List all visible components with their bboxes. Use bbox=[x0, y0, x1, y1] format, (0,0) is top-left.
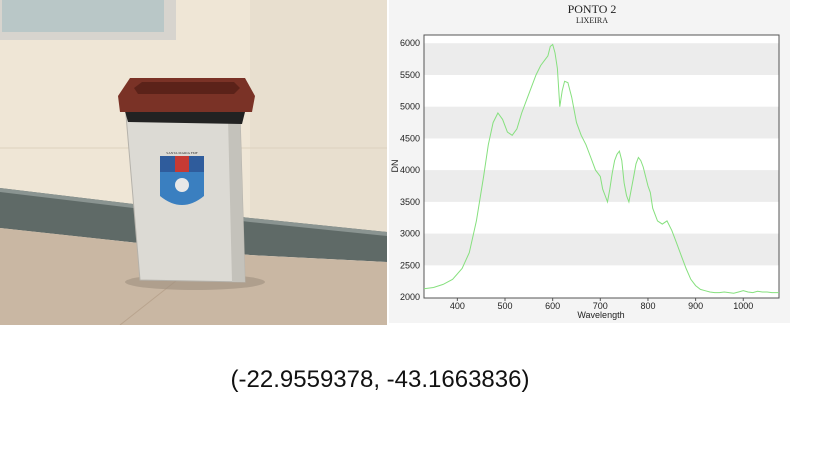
spectrum-chart: PONTO 2 LIXEIRA 2000 2500 3000 3500 4000 4500… bbox=[389, 0, 790, 323]
x-tick-label: 800 bbox=[640, 301, 655, 311]
x-axis-ticks: 400 500 600 700 800 900 1000 bbox=[450, 298, 753, 311]
plot-frame bbox=[423, 34, 780, 299]
trash-bin-photo: SANTA MARIA FMF bbox=[0, 0, 387, 325]
x-tick-label: 900 bbox=[688, 301, 703, 311]
spectrum-line bbox=[423, 43, 779, 294]
wall-right bbox=[250, 0, 387, 240]
grid-band bbox=[424, 233, 779, 266]
bin-lid-opening bbox=[134, 82, 240, 94]
bin-body-shade bbox=[228, 115, 245, 282]
y-tick-label: 4500 bbox=[400, 133, 420, 143]
grid-band bbox=[424, 43, 779, 75]
grid-band bbox=[424, 170, 779, 202]
y-axis-label: DN bbox=[390, 160, 400, 173]
x-tick-label: 600 bbox=[545, 301, 560, 311]
y-tick-label: 4000 bbox=[400, 165, 420, 175]
x-tick-label: 500 bbox=[497, 301, 512, 311]
y-tick-label: 5500 bbox=[400, 70, 420, 80]
y-tick-label: 2500 bbox=[400, 260, 420, 270]
y-tick-label: 3000 bbox=[400, 229, 420, 239]
x-axis-label: Wavelength bbox=[577, 310, 624, 320]
y-tick-label: 3500 bbox=[400, 197, 420, 207]
y-axis-ticks: 2000 2500 3000 3500 4000 4500 5000 5500 6000 bbox=[400, 38, 420, 302]
bin-emblem: SANTA MARIA FMF bbox=[160, 151, 204, 205]
x-tick-label: 400 bbox=[450, 301, 465, 311]
window-glass bbox=[2, 0, 164, 32]
bin-emblem-text: SANTA MARIA FMF bbox=[166, 151, 197, 155]
y-tick-label: 5000 bbox=[400, 102, 420, 112]
plot-bands bbox=[424, 35, 779, 298]
grid-band bbox=[424, 106, 779, 139]
y-tick-label: 2000 bbox=[400, 292, 420, 302]
chart-subtitle: LIXEIRA bbox=[576, 16, 608, 25]
y-tick-label: 6000 bbox=[400, 38, 420, 48]
chart-title: PONTO 2 bbox=[568, 2, 617, 16]
coordinates-caption: (-22.9559378, -43.1663836) bbox=[230, 366, 530, 393]
x-tick-label: 700 bbox=[593, 301, 608, 311]
x-tick-label: 1000 bbox=[733, 301, 753, 311]
